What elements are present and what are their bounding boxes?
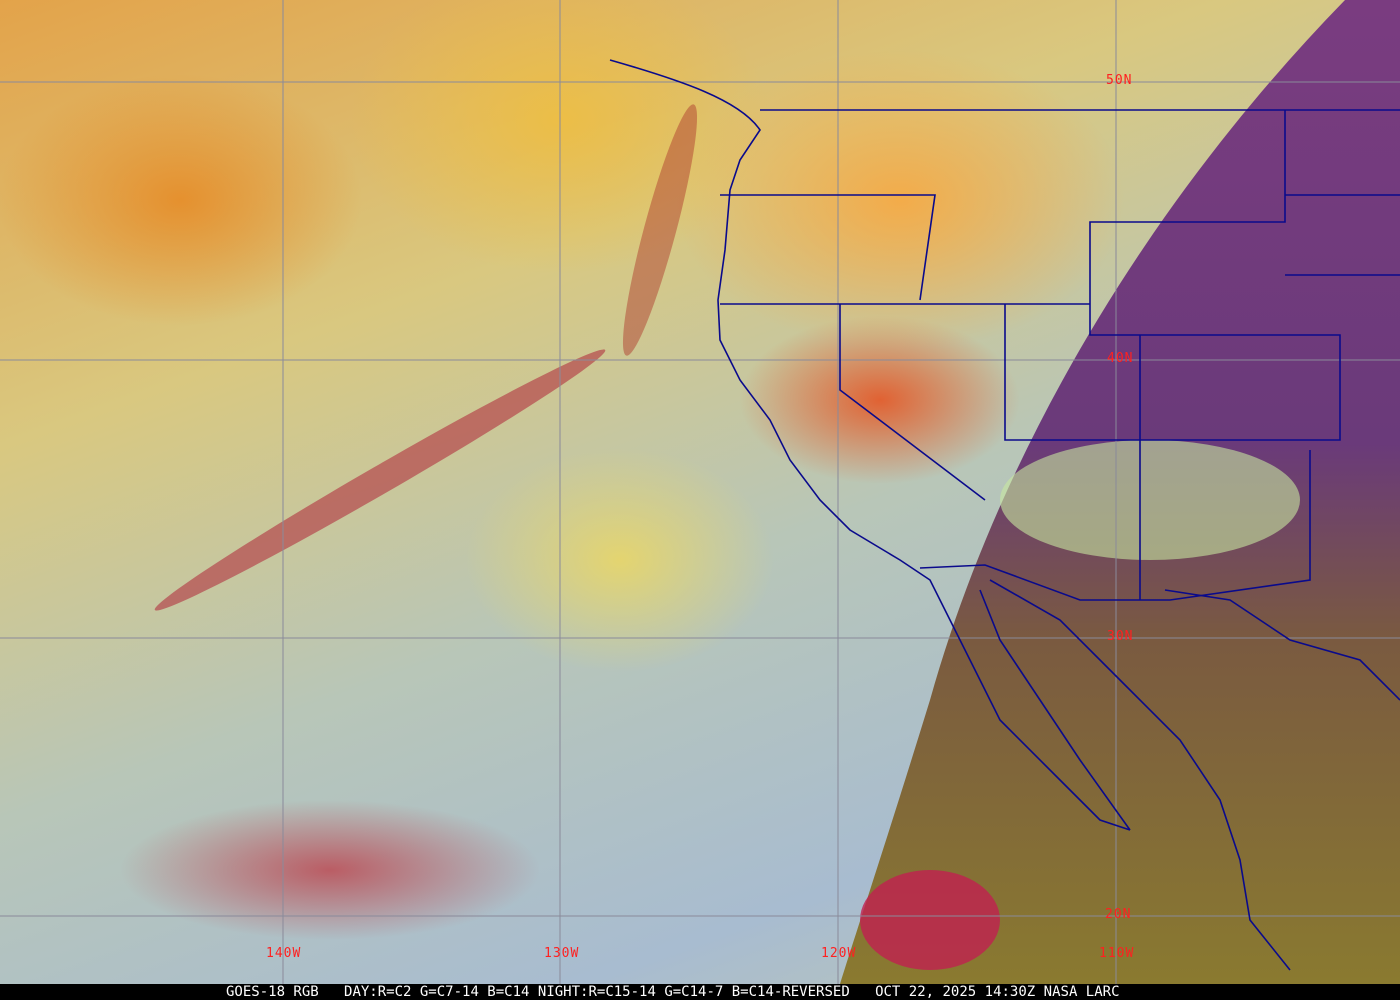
caption-product: GOES-18 RGB bbox=[226, 984, 319, 1000]
latitude-label: 20N bbox=[1105, 907, 1132, 922]
caption-source: NASA LARC bbox=[1043, 984, 1120, 1000]
cloud-patch bbox=[622, 104, 698, 356]
latitude-label: 30N bbox=[1107, 629, 1134, 644]
cloud-patch bbox=[1000, 440, 1300, 560]
caption-day: DAY:R=C2 G=C7-14 B=C14 bbox=[344, 984, 530, 1000]
image-caption-bar: GOES-18 RGB DAY:R=C2 G=C7-14 B=C14 NIGHT… bbox=[0, 984, 1400, 1000]
latitude-label: 40N bbox=[1107, 351, 1134, 366]
cloud-patch bbox=[154, 349, 606, 611]
caption-night: NIGHT:R=C15-14 G=C14-7 B=C14-REVERSED bbox=[537, 984, 850, 1000]
longitude-label: 140W bbox=[266, 946, 302, 961]
cloud-patch bbox=[860, 870, 1000, 970]
longitude-label: 120W bbox=[821, 946, 857, 961]
longitude-label: 110W bbox=[1099, 946, 1135, 961]
latitude-label: 50N bbox=[1106, 73, 1133, 88]
caption-datetime: OCT 22, 2025 14:30Z bbox=[875, 984, 1036, 1000]
coastlines-and-borders bbox=[609, 59, 1400, 971]
longitude-label: 130W bbox=[544, 946, 580, 961]
caption-text: GOES-18 RGB DAY:R=C2 G=C7-14 B=C14 NIGHT… bbox=[226, 984, 1120, 1000]
